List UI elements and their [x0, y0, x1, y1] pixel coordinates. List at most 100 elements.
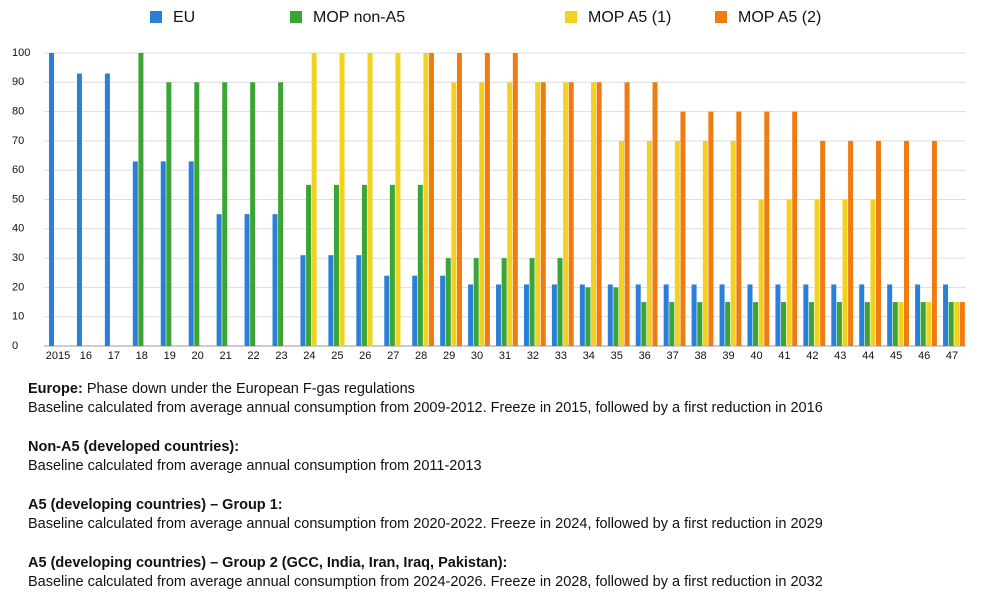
bar: [596, 82, 602, 347]
bar: [926, 302, 932, 346]
note-body: Baseline calculated from average annual …: [28, 574, 823, 590]
bar: [389, 184, 395, 346]
bar: [484, 53, 490, 346]
bar: [808, 302, 814, 346]
note: Non-A5 (developed countries): Baseline ca…: [28, 438, 988, 476]
bar: [618, 140, 624, 346]
legend-label: MOP A5 (2): [738, 9, 821, 26]
y-tick-label: 30: [12, 252, 24, 264]
bar: [892, 302, 898, 346]
bar: [943, 284, 949, 346]
bar: [624, 82, 630, 347]
x-tick-label: 39: [722, 350, 734, 362]
x-tick-label: 31: [499, 350, 511, 362]
bar: [730, 140, 736, 346]
bar: [300, 255, 306, 346]
x-tick-label: 24: [303, 350, 315, 362]
x-tick-label: 44: [862, 350, 874, 362]
bar: [803, 284, 809, 346]
legend-swatch: [565, 11, 577, 23]
legend-label: MOP non-A5: [313, 9, 405, 26]
bar: [244, 214, 250, 346]
bar: [697, 302, 703, 346]
bar: [931, 140, 937, 346]
bar: [456, 53, 462, 346]
bar: [384, 275, 390, 346]
y-tick-label: 0: [12, 340, 18, 352]
x-tick-label: 35: [611, 350, 623, 362]
bar: [568, 82, 574, 347]
note-heading-line: Non-A5 (developed countries):: [28, 438, 988, 457]
bar: [339, 53, 345, 346]
bar: [836, 302, 842, 346]
bar: [356, 255, 362, 346]
bar: [166, 82, 172, 347]
bar: [512, 53, 518, 346]
bar: [708, 111, 714, 346]
y-tick-label: 10: [12, 311, 24, 323]
bar: [132, 161, 138, 346]
x-tick-label: 16: [80, 350, 92, 362]
bar: [468, 284, 474, 346]
bar: [736, 111, 742, 346]
y-tick-label: 20: [12, 281, 24, 293]
bar: [635, 284, 641, 346]
bar: [535, 82, 541, 347]
x-tick-label: 46: [918, 350, 930, 362]
bar: [216, 214, 222, 346]
bar: [719, 284, 725, 346]
legend-swatch: [150, 11, 162, 23]
x-tick-label: 25: [331, 350, 343, 362]
note-heading-line: A5 (developing countries) – Group 1:: [28, 496, 988, 515]
x-tick-label: 26: [359, 350, 371, 362]
bar: [607, 284, 613, 346]
note-heading: Europe:: [28, 381, 83, 397]
bar: [758, 199, 764, 346]
y-tick-label: 60: [12, 164, 24, 176]
x-tick-label: 32: [527, 350, 539, 362]
bar: [104, 73, 110, 346]
x-tick-label: 20: [192, 350, 204, 362]
bar: [747, 284, 753, 346]
x-tick-label: 27: [387, 350, 399, 362]
note: A5 (developing countries) – Group 2 (GCC…: [28, 554, 988, 592]
bar: [551, 284, 557, 346]
x-tick-label: 41: [778, 350, 790, 362]
bar: [903, 140, 909, 346]
note-body: Baseline calculated from average annual …: [28, 458, 482, 474]
x-tick-label: 19: [164, 350, 176, 362]
bar: [49, 53, 54, 346]
bar: [395, 53, 401, 346]
bar: [194, 82, 200, 347]
legend-swatch: [290, 11, 302, 23]
x-tick-label: 47: [946, 350, 958, 362]
bar: [831, 284, 837, 346]
bar: [954, 302, 960, 346]
bar: [876, 140, 882, 346]
note-heading: A5 (developing countries) – Group 1:: [28, 497, 283, 513]
bar: [579, 284, 585, 346]
bar: [859, 284, 865, 346]
note-body: Baseline calculated from average annual …: [28, 516, 823, 532]
bar: [563, 82, 569, 347]
bar: [652, 82, 658, 347]
bar: [948, 302, 954, 346]
bar: [848, 140, 854, 346]
bar: [188, 161, 194, 346]
bar: [663, 284, 669, 346]
y-tick-label: 50: [12, 193, 24, 205]
bar: [160, 161, 166, 346]
note-heading: Non-A5 (developed countries):: [28, 439, 240, 455]
bar: [412, 275, 418, 346]
y-tick-label: 70: [12, 135, 24, 147]
bar: [417, 184, 423, 346]
bar: [591, 82, 597, 347]
bar: [501, 258, 507, 346]
x-tick-label: 42: [806, 350, 818, 362]
bar: [680, 111, 686, 346]
bar: [367, 53, 373, 346]
page: {"chart_data": {"type": "bar", "categori…: [12, 9, 988, 592]
bar: [870, 199, 876, 346]
bar: [864, 302, 870, 346]
x-tick-label: 2015: [46, 350, 70, 362]
